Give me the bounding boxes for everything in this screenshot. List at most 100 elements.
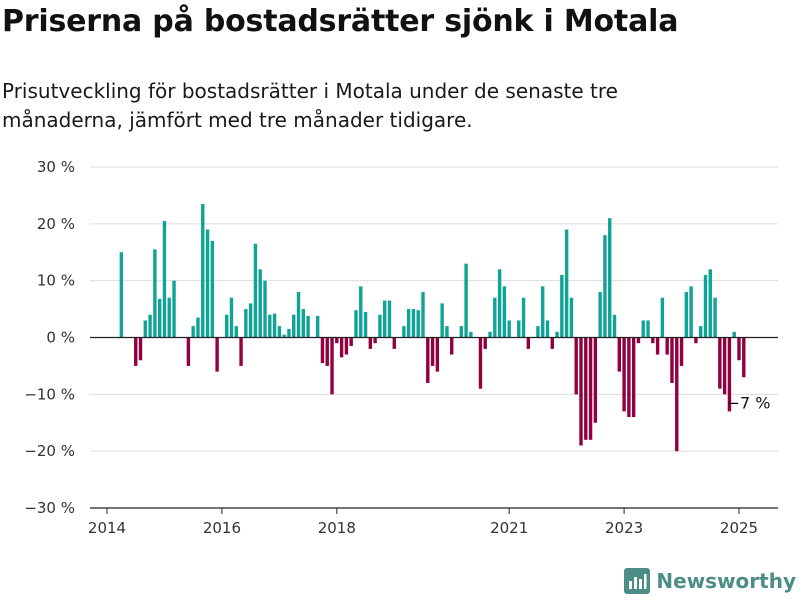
y-tick-label: −10 %: [24, 385, 75, 403]
bar: [225, 314, 229, 338]
chart-title: Priserna på bostadsrätter sjönk i Motala: [2, 4, 679, 39]
y-tick-label: 10 %: [37, 272, 75, 290]
bar: [344, 337, 349, 355]
bar: [201, 203, 205, 338]
bar: [550, 337, 554, 349]
bar: [296, 292, 301, 338]
bar: [167, 297, 171, 338]
bars: [90, 203, 778, 452]
bar: [253, 243, 258, 338]
bar: [579, 337, 583, 446]
bar: [641, 320, 645, 338]
chart-subtitle: Prisutveckling för bostadsrätter i Motal…: [2, 79, 618, 132]
bar: [493, 297, 497, 338]
bar: [464, 263, 468, 338]
bar: [651, 337, 655, 344]
bar: [541, 286, 545, 338]
bar: [349, 337, 353, 347]
x-tick-label: 2021: [490, 519, 528, 537]
bar: [435, 337, 440, 372]
bar: [354, 310, 358, 338]
bar: [584, 337, 588, 440]
bar: [588, 337, 593, 440]
bar: [339, 337, 344, 358]
y-tick-label: −30 %: [24, 499, 75, 517]
bar: [210, 240, 215, 338]
bar: [555, 331, 559, 338]
bar: [234, 326, 238, 338]
bar: [315, 315, 320, 338]
bar: [526, 337, 531, 349]
bar: [675, 337, 679, 452]
newsworthy-logo-text: Newsworthy: [656, 569, 796, 593]
bar: [708, 269, 712, 338]
bar: [406, 309, 411, 338]
bar: [517, 320, 521, 338]
bar: [387, 300, 392, 338]
bar: [148, 314, 152, 338]
bar: [282, 334, 286, 338]
bar: [292, 314, 296, 338]
bar: [239, 337, 243, 366]
bar: [248, 303, 253, 338]
bar: [272, 313, 277, 338]
bar: [737, 337, 741, 361]
bar: [655, 337, 660, 355]
bar: [162, 220, 167, 338]
bar: [545, 320, 550, 338]
bar: [440, 303, 444, 338]
bar: [373, 337, 377, 344]
bar: [368, 337, 373, 349]
bar: [191, 326, 195, 338]
bar: [244, 309, 248, 338]
bar: [153, 249, 157, 338]
bar: [483, 337, 487, 349]
bar: [469, 331, 473, 338]
bar: [646, 320, 650, 338]
bar: [502, 286, 507, 338]
bar: [665, 337, 669, 355]
bar: [186, 337, 191, 366]
bar: [622, 337, 626, 412]
bar: [536, 326, 540, 338]
bar: [713, 297, 717, 338]
bar: [569, 297, 574, 338]
bar: [411, 309, 416, 338]
bar: [229, 297, 234, 338]
bar: [703, 274, 708, 338]
bar: [574, 337, 578, 395]
newsworthy-logo-icon: [624, 568, 651, 594]
x-tick-label: 2014: [88, 519, 126, 537]
bar: [627, 337, 631, 418]
bar: [608, 218, 612, 338]
x-tick-label: 2018: [318, 519, 356, 537]
bar: [143, 320, 147, 338]
bar: [478, 337, 483, 389]
bar: [263, 280, 267, 338]
bar: [392, 337, 396, 349]
bar: [416, 310, 420, 338]
bar: [488, 331, 492, 338]
bar: [445, 326, 449, 338]
bar: [215, 337, 219, 372]
bar: [636, 337, 641, 344]
x-tick-label: 2023: [605, 519, 643, 537]
y-tick-label: 30 %: [37, 158, 75, 176]
x-tick-label: 2016: [203, 519, 241, 537]
bar: [742, 337, 746, 378]
y-tick-label: 0 %: [46, 329, 75, 347]
bar: [134, 337, 138, 366]
bar: [196, 317, 200, 338]
bar: [631, 337, 636, 418]
bar: [258, 269, 262, 338]
bar: [378, 314, 382, 338]
bar: [320, 337, 325, 364]
bar: [335, 337, 339, 344]
bar: [426, 337, 430, 383]
bar: [727, 337, 732, 412]
bar: [363, 311, 368, 338]
bar: [450, 337, 454, 355]
bar: [301, 309, 305, 338]
bar: [497, 269, 502, 338]
bar: [138, 337, 143, 361]
